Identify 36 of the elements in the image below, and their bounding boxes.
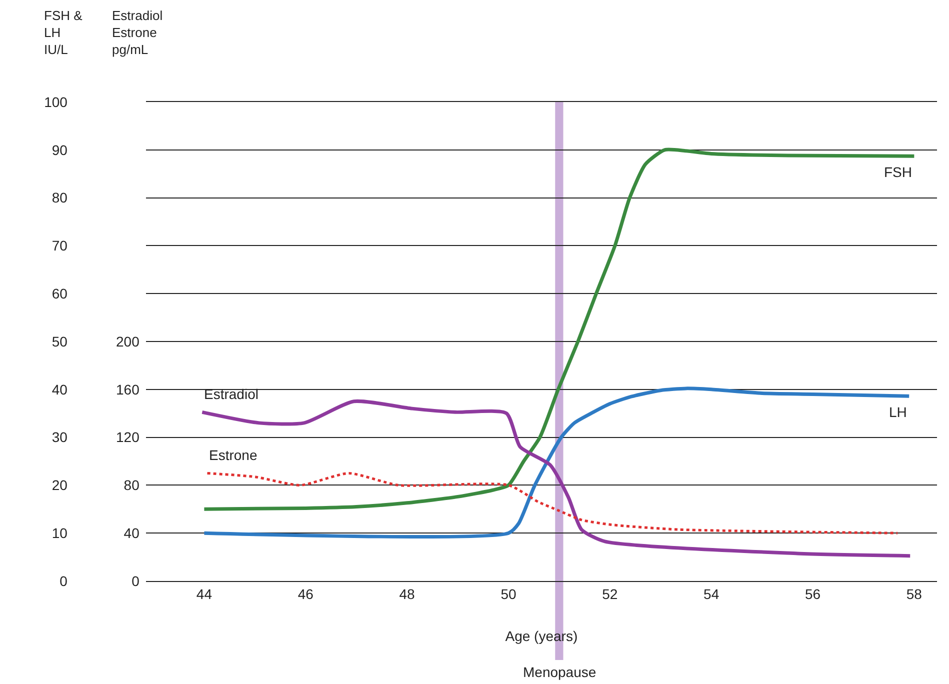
y-tick-label: 30 [52, 429, 68, 446]
x-tick-label: 46 [298, 586, 314, 602]
y2-axis-title: Estradiol Estrone pg/mL [112, 8, 163, 57]
line-series [202, 148, 916, 511]
y-tick-label: 80 [52, 190, 68, 206]
x-tick-label: 52 [602, 586, 618, 602]
x-tick-label: 56 [804, 586, 821, 602]
y-tick-label: 100 [44, 94, 68, 110]
y2-tick-label: 120 [116, 429, 140, 446]
x-axis-title: Age (years) [505, 628, 578, 644]
y-tick-label: 60 [52, 286, 68, 302]
y-tick-label: 70 [52, 238, 68, 254]
y-tick-label: 20 [52, 477, 68, 494]
series-label: FSH [884, 164, 912, 180]
line-series [206, 472, 899, 534]
series-label: Estrone [209, 447, 258, 463]
y-tick-label: 0 [60, 572, 68, 589]
y2-tick-label: 160 [116, 381, 140, 398]
x-tick-label: 58 [906, 586, 922, 602]
x-tick-label: 50 [500, 586, 516, 602]
band-label: Menopause [523, 664, 596, 680]
y-tick-label: 40 [52, 381, 68, 398]
y2-tick-label: 200 [116, 333, 140, 350]
y-tick-label: 50 [52, 333, 68, 350]
x-tick-label: 44 [196, 586, 212, 602]
y2-tick-label: 0 [132, 572, 140, 589]
y2-tick-label: 80 [124, 477, 140, 494]
y-axis-title: FSH & LH IU/L [44, 8, 83, 57]
y-tick-label: 90 [52, 142, 68, 158]
series-label: LH [889, 404, 907, 420]
y2-tick-label: 40 [124, 525, 140, 541]
x-tick-label: 54 [704, 586, 720, 602]
x-tick-label: 48 [399, 586, 416, 602]
line-series [200, 400, 912, 558]
series-label: Estradiol [204, 386, 258, 402]
y-tick-label: 10 [52, 525, 68, 541]
